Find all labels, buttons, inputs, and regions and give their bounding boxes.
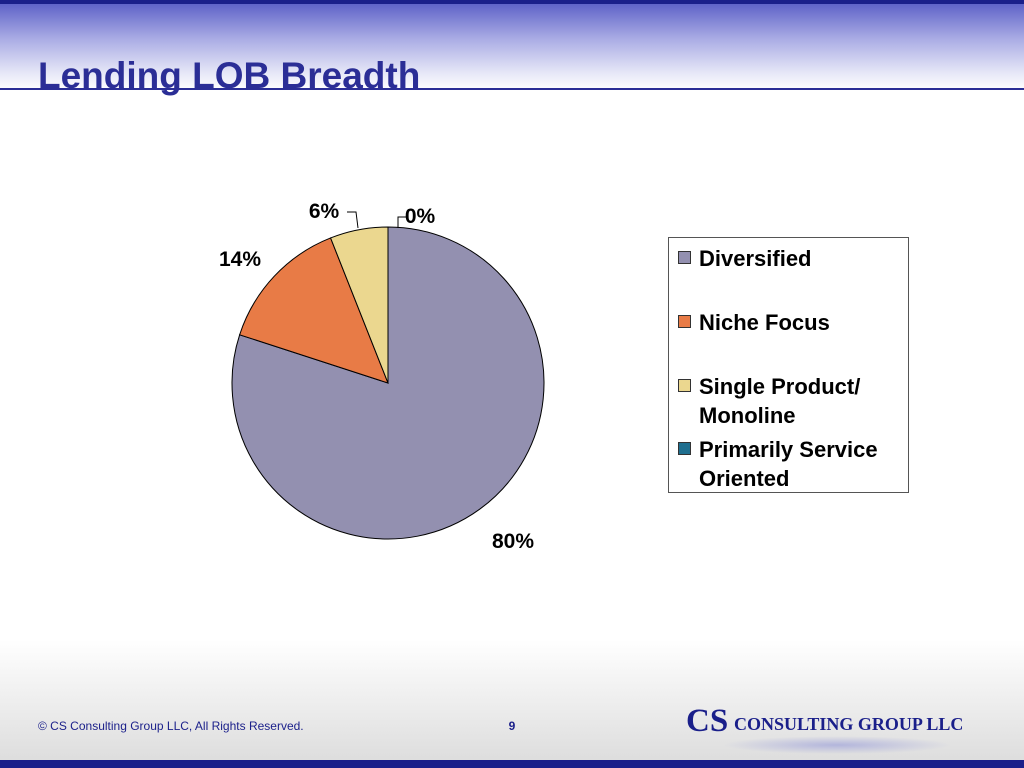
bottom-accent-bar bbox=[0, 760, 1024, 768]
chart-legend: Diversified Niche Focus Single Product/ … bbox=[668, 237, 909, 493]
legend-swatch bbox=[678, 251, 691, 264]
data-label-2: 6% bbox=[309, 200, 340, 223]
header-gradient bbox=[0, 4, 1024, 90]
logo-initials: CS bbox=[686, 703, 729, 739]
legend-swatch bbox=[678, 315, 691, 328]
leader-line-2 bbox=[347, 211, 359, 229]
legend-swatch bbox=[678, 379, 691, 392]
data-label-3: 0% bbox=[405, 205, 436, 228]
title-underline bbox=[0, 88, 1024, 90]
slide-title: Lending LOB Breadth bbox=[38, 55, 421, 96]
leader-line-3 bbox=[397, 216, 406, 228]
legend-label: Niche Focus bbox=[699, 310, 830, 335]
data-label-1: 14% bbox=[219, 248, 261, 271]
page-number: 9 bbox=[508, 719, 516, 733]
logo-glow bbox=[722, 736, 952, 754]
pie-slice-0 bbox=[231, 226, 545, 540]
legend-label: Primarily Service Oriented bbox=[699, 437, 878, 491]
logo-name: CONSULTING GROUP LLC bbox=[734, 714, 964, 734]
legend-swatch bbox=[678, 442, 691, 455]
data-label-0: 80% bbox=[492, 530, 534, 553]
pie-slice-2 bbox=[329, 226, 389, 384]
legend-label: Diversified bbox=[699, 246, 812, 271]
top-accent-bar bbox=[0, 0, 1024, 4]
pie-chart: 80% 14% 6% 0% bbox=[219, 200, 545, 553]
pie-slice-1 bbox=[239, 237, 389, 384]
company-logo: CS CONSULTING GROUP LLC bbox=[686, 702, 986, 754]
footer-copyright: © CS Consulting Group LLC, All Rights Re… bbox=[38, 719, 304, 733]
legend-label: Single Product/ Monoline bbox=[699, 374, 861, 428]
